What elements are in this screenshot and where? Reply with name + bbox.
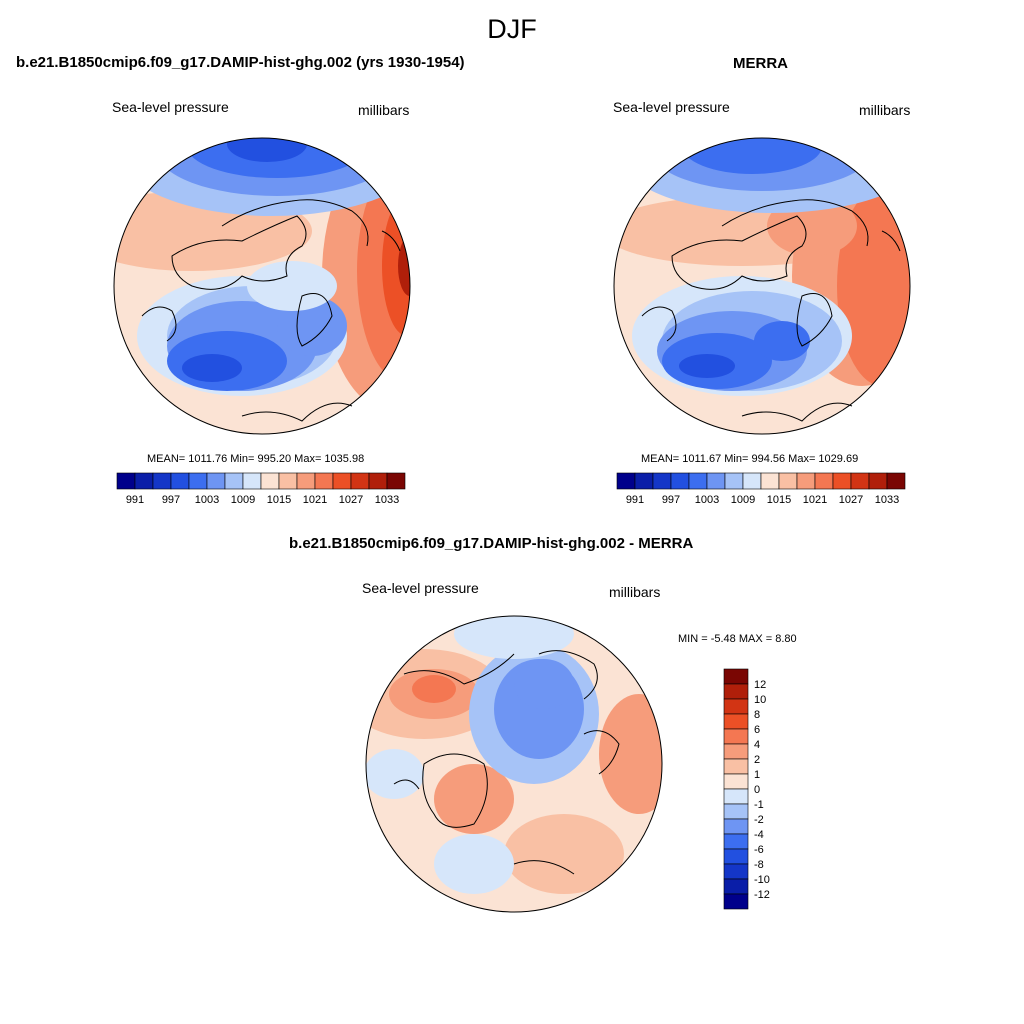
colorbar-obs-swatch [886,472,906,490]
colorbar-diff-swatch [723,758,749,775]
colorbar-obs: 991 997 1003 1009 1015 1021 1027 1033 [616,472,906,506]
colorbar-diff-swatch [723,713,749,730]
colorbar-model-swatch [188,472,208,490]
colorbar-model-swatch [296,472,316,490]
colorbar-diff-tick-label: -8 [754,859,764,871]
map-diff [365,615,663,913]
colorbar-model-tick-label: 991 [126,494,144,506]
colorbar-obs-swatch [778,472,798,490]
colorbar-model-swatch [242,472,262,490]
colorbar-diff-swatch [723,788,749,805]
panel-model-title: b.e21.B1850cmip6.f09_g17.DAMIP-hist-ghg.… [16,54,465,71]
colorbar-diff-swatch [723,818,749,835]
colorbar-obs-tick-label: 1027 [839,494,863,506]
colorbar-diff-swatch [723,698,749,715]
colorbar-obs-tick-label: 1021 [803,494,827,506]
colorbar-model-tick-label: 1015 [267,494,291,506]
colorbar-obs-tick-label: 1009 [731,494,755,506]
colorbar-diff-tick-label: -4 [754,829,764,841]
panel-obs-variable-label: Sea-level pressure [613,99,730,115]
colorbar-model-swatch [260,472,280,490]
colorbar-diff-tick-label: -12 [754,889,770,901]
colorbar-obs-swatch [652,472,672,490]
map-model [113,137,411,435]
colorbar-diff-swatch [723,848,749,865]
colorbar-diff-tick-label: -10 [754,874,770,886]
colorbar-diff-swatch [723,728,749,745]
colorbar-obs-tick-label: 997 [662,494,680,506]
colorbar-diff-tick-label: 8 [754,709,760,721]
colorbar-model-swatch [116,472,136,490]
colorbar-model-tick-label: 1027 [339,494,363,506]
colorbar-diff-tick-label: 4 [754,739,760,751]
colorbar-diff-tick-label: -6 [754,844,764,856]
colorbar-diff-tick-label: -1 [754,799,764,811]
colorbar-obs-swatch [760,472,780,490]
panel-obs-units-label: millibars [859,102,911,118]
colorbar-model-tick-label: 1033 [375,494,399,506]
colorbar-diff-swatch [723,743,749,760]
colorbar-obs-tick-label: 991 [626,494,644,506]
colorbar-obs-swatch [706,472,726,490]
colorbar-obs-swatch [616,472,636,490]
panel-diff-stats: MIN = -5.48 MAX = 8.80 [678,633,797,645]
colorbar-obs-swatch [850,472,870,490]
colorbar-diff-tick-label: 12 [754,679,766,691]
colorbar-model-swatch [224,472,244,490]
colorbar-model-tick-label: 1021 [303,494,327,506]
colorbar-obs-tick-label: 1033 [875,494,899,506]
colorbar-diff-tick-label: 1 [754,769,760,781]
colorbar-diff-tick-label: -2 [754,814,764,826]
colorbar-model-swatch [170,472,190,490]
colorbar-model-tick-label: 1009 [231,494,255,506]
colorbar-model-swatch [134,472,154,490]
colorbar-diff-swatch [723,773,749,790]
colorbar-obs-swatch [670,472,690,490]
colorbar-model-swatch [152,472,172,490]
colorbar-obs-swatch [742,472,762,490]
colorbar-model-swatch [368,472,388,490]
colorbar-obs-tick-label: 1015 [767,494,791,506]
colorbar-diff-swatch [723,878,749,895]
colorbar-obs-swatch [814,472,834,490]
colorbar-diff-swatch [723,668,749,685]
colorbar-obs-tick-label: 1003 [695,494,719,506]
colorbar-obs-swatch [832,472,852,490]
colorbar-model-swatch [332,472,352,490]
colorbar-diff-swatch [723,833,749,850]
colorbar-diff-swatch [723,803,749,820]
colorbar-obs-swatch [688,472,708,490]
colorbar-diff-swatch [723,893,749,910]
colorbar-obs-swatch [868,472,888,490]
colorbar-obs-swatch [634,472,654,490]
panel-model-stats: MEAN= 1011.76 Min= 995.20 Max= 1035.98 [147,453,365,465]
colorbar-obs-swatch [724,472,744,490]
colorbar-diff-swatch [723,683,749,700]
panel-obs-stats: MEAN= 1011.67 Min= 994.56 Max= 1029.69 [641,453,859,465]
colorbar-model-tick-label: 1003 [195,494,219,506]
colorbar-diff-tick-label: 10 [754,694,766,706]
colorbar-diff-swatch [723,863,749,880]
map-obs [613,137,911,435]
colorbar-diff-tick-label: 2 [754,754,760,766]
panel-obs-title: MERRA [733,55,788,72]
colorbar-model-swatch [350,472,370,490]
panel-model-units-label: millibars [358,102,410,118]
colorbar-diff-tick-label: 6 [754,724,760,736]
colorbar-model-swatch [386,472,406,490]
colorbar-model-swatch [278,472,298,490]
panel-diff-title: b.e21.B1850cmip6.f09_g17.DAMIP-hist-ghg.… [289,535,694,552]
colorbar-model: 991 997 1003 1009 1015 1021 1027 1033 [116,472,406,506]
colorbar-model-swatch [314,472,334,490]
panel-model-variable-label: Sea-level pressure [112,99,229,115]
colorbar-model-swatch [206,472,226,490]
colorbar-obs-swatch [796,472,816,490]
colorbar-model-tick-label: 997 [162,494,180,506]
figure-title: DJF [487,14,537,44]
panel-diff-variable-label: Sea-level pressure [362,580,479,596]
panel-diff-units-label: millibars [609,584,661,600]
colorbar-diff-tick-label: 0 [754,784,760,796]
